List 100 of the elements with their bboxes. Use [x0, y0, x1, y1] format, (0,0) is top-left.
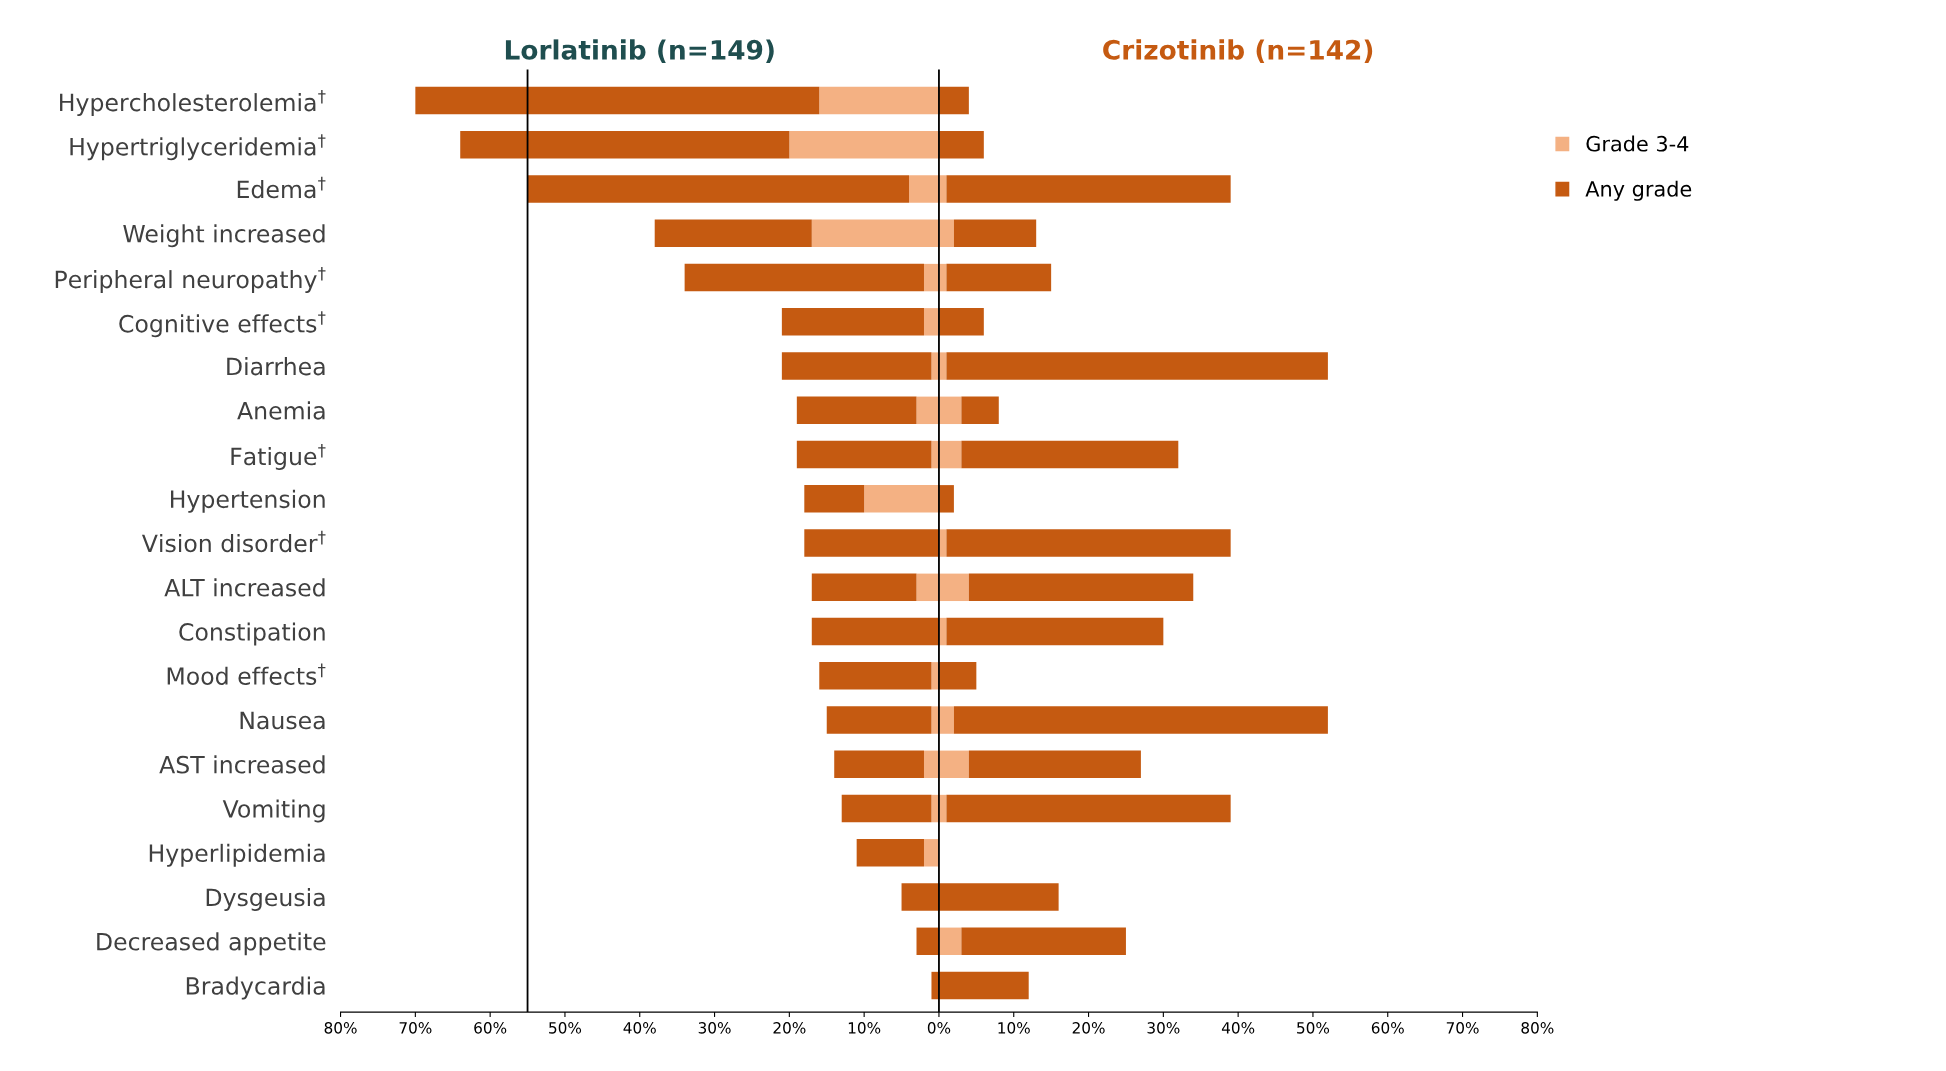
bar — [946, 529, 1231, 557]
bar — [864, 485, 939, 513]
bar — [796, 396, 917, 425]
bar — [789, 131, 939, 159]
y-tick-label: Hypertension — [171, 489, 325, 513]
x-tick-label: 80% — [1521, 1022, 1554, 1034]
x-tick-label: 60% — [474, 1022, 507, 1034]
y-tick-label: Dysgeusia — [206, 888, 325, 911]
x-tick-label: 40% — [623, 1022, 656, 1034]
bar — [819, 86, 939, 115]
y-tick-label: Edema$^{†}$ — [237, 176, 326, 199]
x-tick-label: 70% — [399, 1022, 432, 1034]
x-tick-label: 30% — [1147, 1022, 1180, 1034]
bar — [938, 86, 969, 115]
bar — [938, 573, 969, 602]
x-tick-label: 60% — [1371, 1022, 1404, 1034]
bar — [923, 263, 939, 292]
bar — [938, 927, 962, 956]
bar — [781, 352, 932, 380]
x-tick-label: 0% — [927, 1022, 951, 1034]
bar — [826, 706, 932, 734]
bar — [946, 794, 1231, 823]
bar — [938, 219, 954, 248]
bar — [684, 263, 924, 292]
bar — [938, 750, 969, 779]
bar — [961, 927, 1126, 956]
bar — [819, 662, 932, 690]
y-tick-label: Fatigue$^{†}$ — [231, 443, 326, 470]
bar — [834, 750, 924, 779]
bar — [938, 662, 977, 690]
bar — [938, 396, 962, 425]
y-tick-label: Constipation — [179, 622, 325, 646]
x-tick-label: 20% — [1072, 1022, 1105, 1034]
bar — [953, 219, 1037, 248]
x-tick-label: 10% — [998, 1022, 1030, 1034]
bar — [938, 883, 1059, 911]
bar — [527, 175, 910, 203]
x-tick-label: 50% — [549, 1022, 582, 1034]
bar — [961, 396, 999, 425]
bar — [916, 396, 939, 425]
bar — [938, 485, 954, 513]
y-tick-label: Vomiting — [222, 799, 325, 823]
text: Crizotinib (n=142) — [1103, 39, 1373, 63]
y-tick-label: Hypercholesterolemia$^{†}$ — [60, 89, 326, 116]
bar — [968, 750, 1141, 779]
bar — [946, 617, 1164, 646]
bar — [938, 971, 1029, 1000]
legend-label: Any grade — [1585, 180, 1692, 201]
bar — [938, 308, 984, 336]
bar — [804, 485, 865, 513]
bar — [781, 308, 924, 336]
bar — [811, 617, 939, 646]
bar — [923, 308, 939, 336]
bar — [460, 131, 790, 159]
bar — [946, 175, 1231, 203]
bar — [654, 219, 812, 248]
y-tick-label: Hyperlipidemia — [149, 843, 325, 867]
y-tick-label: ALT increased — [164, 578, 325, 597]
bar — [841, 794, 932, 823]
bar — [796, 440, 932, 469]
bar — [946, 263, 1052, 292]
x-tick-label: 50% — [1297, 1022, 1330, 1034]
x-tick-label: 40% — [1221, 1022, 1255, 1034]
y-tick-label: AST increased — [159, 755, 325, 774]
bar — [856, 839, 924, 867]
y-tick-label: Bradycardia — [186, 976, 325, 1000]
legend-label: Grade 3-4 — [1586, 135, 1689, 152]
bar — [811, 573, 917, 602]
bar — [916, 927, 939, 956]
y-tick-label: Peripheral neuropathy$^{†}$ — [55, 266, 326, 293]
bar — [923, 839, 939, 867]
y-tick-label: Nausea — [240, 711, 325, 730]
bar — [415, 86, 820, 115]
y-tick-label: Cognitive effects$^{†}$ — [119, 311, 326, 338]
y-tick-label: Hypertriglyceridemia$^{†}$ — [70, 134, 326, 161]
bar — [923, 750, 939, 779]
bar — [901, 883, 939, 911]
bar — [938, 440, 962, 469]
bar — [968, 573, 1194, 602]
x-tick-label: 30% — [698, 1022, 731, 1034]
bar — [938, 706, 954, 734]
y-tick-label: Decreased appetite — [97, 932, 326, 956]
bar — [938, 131, 984, 159]
bar — [804, 529, 939, 557]
y-tick-label: Weight increased — [123, 224, 325, 248]
text: Lorlatinib (n=149) — [505, 39, 774, 63]
bar — [961, 440, 1179, 469]
y-tick-label: Vision disorder$^{†}$ — [141, 530, 326, 553]
y-tick-label: Mood effects$^{†}$ — [167, 663, 326, 685]
x-tick-label: 10% — [848, 1022, 881, 1034]
y-tick-label: Diarrhea — [227, 357, 325, 376]
bar — [909, 175, 939, 203]
bar — [946, 352, 1328, 380]
bar — [811, 219, 939, 248]
y-tick-label: Anemia — [237, 401, 325, 420]
x-tick-label: 80% — [324, 1022, 357, 1034]
bar — [953, 706, 1328, 734]
bar — [916, 573, 939, 602]
x-tick-label: 20% — [773, 1022, 806, 1034]
x-tick-label: 70% — [1446, 1022, 1479, 1034]
